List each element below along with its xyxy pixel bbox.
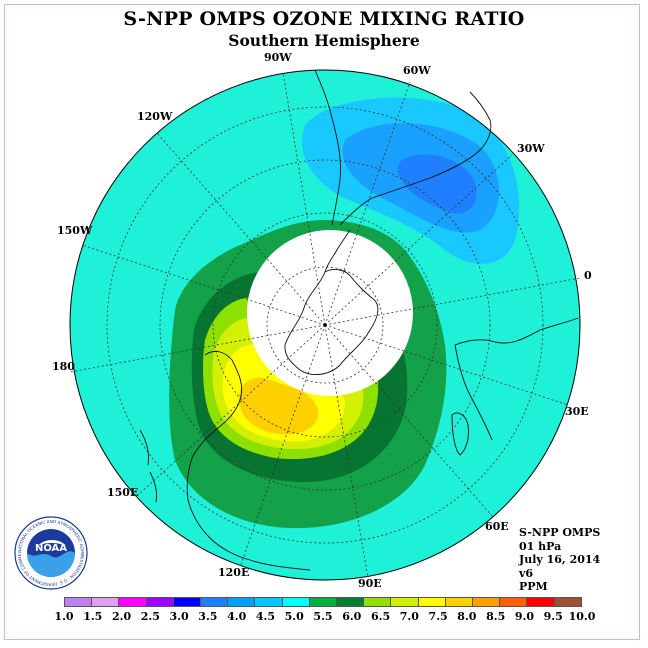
- meridian-150e: [137, 324, 326, 496]
- meridian-120w: [156, 132, 326, 326]
- meridian-30e: [324, 324, 569, 406]
- colorbar-tick-label: 8.5: [486, 610, 506, 623]
- colorbar-tick-label: 6.5: [370, 610, 391, 623]
- colorbar-tick-label: 2.5: [140, 610, 160, 623]
- longitude-labels: 90W 60W 30W 0 30E 60E 90E 120E 150E 180 …: [52, 51, 592, 590]
- coastlines: [139, 69, 579, 571]
- lon-label-90e: 90E: [358, 577, 382, 590]
- level-7-5-region: [238, 377, 319, 435]
- ozone-field: [70, 70, 580, 580]
- lon-label-30w: 30W: [517, 142, 545, 155]
- lon-label-0: 0: [584, 269, 592, 282]
- meridian-150w: [81, 244, 326, 326]
- meridian-30w: [324, 154, 513, 326]
- colorbar-tick-label: 7.5: [428, 610, 448, 623]
- colorbar-swatch: [146, 598, 174, 606]
- map-subtitle: Southern Hemisphere: [228, 31, 420, 50]
- lon-label-150w: 150W: [57, 224, 93, 237]
- colorbar-swatch: [554, 598, 581, 606]
- lon-label-150e: 150E: [107, 486, 138, 499]
- colorbar-swatch: [473, 598, 501, 606]
- lon-label-180: 180: [52, 360, 75, 373]
- meridian-180: [69, 324, 326, 373]
- colorbar-swatch: [445, 598, 474, 606]
- colorbar-swatch: [282, 598, 310, 606]
- info-version: v6: [519, 566, 534, 580]
- colorbar-tick-label: 9.0: [514, 610, 535, 623]
- info-date: July 16, 2014: [519, 553, 601, 566]
- colorbar-swatch: [500, 598, 528, 606]
- colorbar-tick-label: 8.0: [457, 610, 477, 623]
- colorbar-swatch: [527, 598, 555, 606]
- madagascar-coast: [451, 412, 469, 456]
- colorbar-tick-label: 7.0: [399, 610, 419, 623]
- colorbar-swatch: [418, 598, 446, 606]
- colorbar-swatch: [364, 598, 392, 606]
- colorbar-tick-label: 1.5: [83, 610, 103, 623]
- product-info: S-NPP OMPS 01 hPa July 16, 2014 v6 PPM: [519, 526, 600, 594]
- colorbar-swatch: [391, 598, 419, 606]
- south-pole-marker: [323, 323, 327, 327]
- map-boundary: [69, 69, 581, 581]
- latitude-circle: [266, 266, 384, 384]
- lon-label-30e: 30E: [565, 405, 589, 418]
- colorbar-tick-label: 5.0: [284, 610, 304, 623]
- colorbar-swatch: [255, 598, 283, 606]
- colorbar-tick-label: 4.5: [255, 610, 276, 623]
- figure-frame: [4, 4, 640, 640]
- lon-label-60e: 60E: [485, 520, 509, 533]
- antarctic-peninsula: [324, 229, 351, 273]
- lon-label-90w: 90W: [264, 51, 292, 64]
- colorbar-tick-label: 10.0: [568, 610, 596, 623]
- colorbar-swatch: [65, 598, 93, 606]
- noaa-logo: NOAA NATIONAL OCEANIC AND ATMOSPHERIC AD…: [14, 516, 88, 590]
- colorbar-swatch: [92, 598, 120, 606]
- lon-label-60w: 60W: [403, 64, 431, 77]
- colorbar-swatch: [173, 598, 202, 606]
- colorbar: [64, 597, 582, 607]
- colorbar-tick-label: 1.0: [54, 610, 74, 623]
- latitude-circle: [159, 159, 491, 491]
- colorbar-tick-label: 6.0: [342, 610, 362, 623]
- info-units: PPM: [519, 580, 548, 593]
- info-level: 01 hPa: [519, 539, 562, 553]
- colorbar-swatch: [337, 598, 365, 606]
- level-3-0-region: [397, 154, 477, 214]
- new-zealand-coast: [139, 429, 158, 503]
- graticule: [69, 71, 581, 579]
- africa-coast: [454, 317, 579, 441]
- antarctica-coast: [284, 269, 379, 376]
- lon-label-120w: 120W: [137, 110, 173, 123]
- colorbar-tick-label: 2.0: [111, 610, 132, 623]
- colorbar-swatch: [309, 598, 338, 606]
- colorbar-tick-label: 3.0: [169, 610, 189, 623]
- map-title: S-NPP OMPS OZONE MIXING RATIO: [123, 8, 525, 30]
- colorbar-tick-label: 4.0: [227, 610, 247, 623]
- logo-wordmark: NOAA: [35, 543, 67, 554]
- lon-label-120e: 120E: [218, 566, 249, 579]
- colorbar-swatch: [119, 598, 147, 606]
- polar-night-mask: [247, 230, 413, 396]
- colorbar-tick-label: 3.5: [198, 610, 218, 623]
- australia-coast: [186, 350, 311, 571]
- meridian-0: [324, 277, 581, 326]
- info-instrument: S-NPP OMPS: [519, 526, 601, 539]
- colorbar-ticks: 1.0 1.5 2.0 2.5 3.0 3.5 4.0 4.5 5.0 5.5 6.0 6.5 7.0 7…: [54, 610, 595, 624]
- latitude-circle: [106, 106, 544, 544]
- latitude-circle: [212, 212, 438, 438]
- colorbar-tick-label: 9.5: [543, 610, 563, 623]
- colorbar-swatch: [201, 598, 229, 606]
- south-america-coast: [314, 69, 492, 226]
- colorbar-tick-label: 5.5: [313, 610, 333, 623]
- colorbar-swatch: [228, 598, 256, 606]
- meridian-60e: [324, 324, 494, 518]
